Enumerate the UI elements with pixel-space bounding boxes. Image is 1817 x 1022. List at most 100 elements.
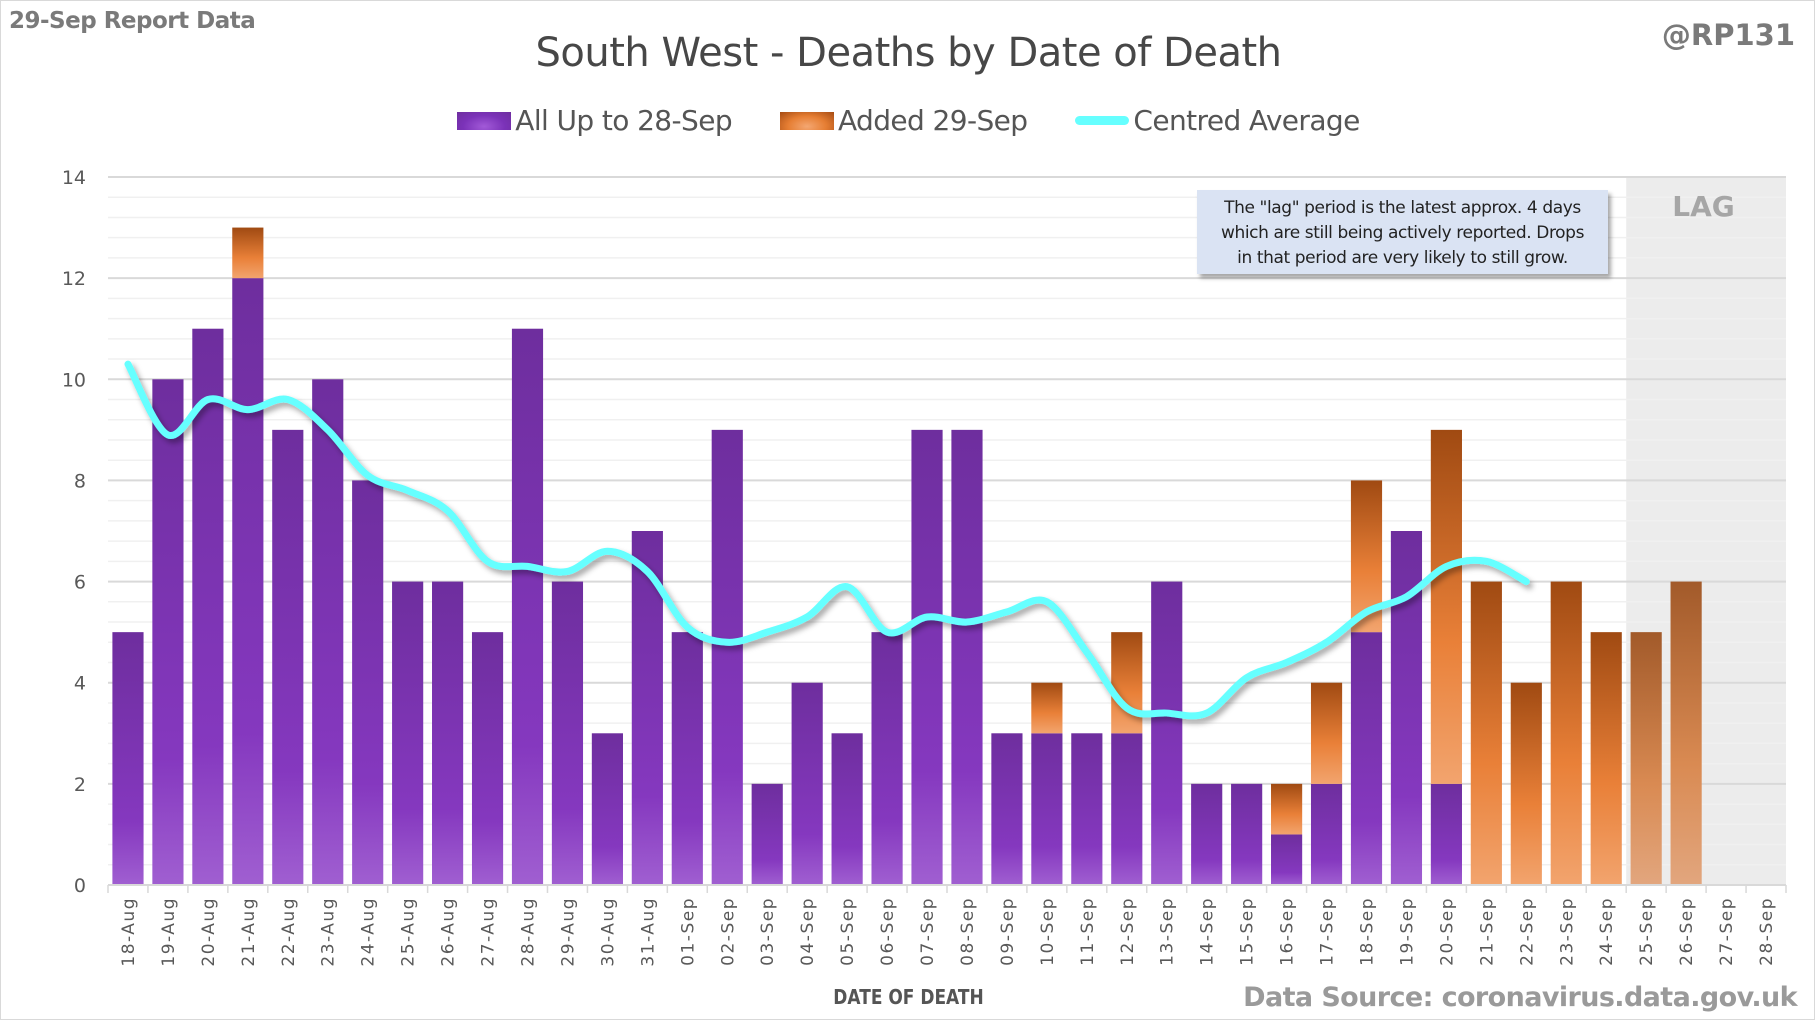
bar-base-18-Aug xyxy=(112,632,144,885)
lag-note-box: The "lag" period is the latest approx. 4… xyxy=(1197,190,1608,274)
bar-base-17-Sep xyxy=(1310,783,1343,885)
lag-note-line-1: The "lag" period is the latest approx. 4… xyxy=(1224,198,1581,218)
x-tick-label: 13-Sep xyxy=(1158,897,1178,966)
bar-base-27-Aug xyxy=(471,632,504,885)
x-tick-label: 20-Sep xyxy=(1437,897,1457,966)
x-tick-label: 22-Aug xyxy=(279,897,299,967)
x-axis-title: DATE OF DEATH xyxy=(833,985,984,1009)
bar-base-01-Sep xyxy=(671,632,703,885)
bar-added-24-Sep xyxy=(1590,632,1622,885)
bar-base-19-Sep xyxy=(1390,531,1423,885)
bar-base-26-Aug xyxy=(432,581,464,885)
x-tick-label: 27-Aug xyxy=(479,897,499,967)
x-tick-label: 24-Sep xyxy=(1597,897,1617,966)
bar-added-25-Sep xyxy=(1630,632,1662,885)
legend-label-average: Centred Average xyxy=(1133,104,1360,137)
report-date-label: 29-Sep Report Data xyxy=(9,8,256,34)
x-tick-label: 27-Sep xyxy=(1717,897,1737,966)
cyan-line-swatch-icon xyxy=(1075,116,1130,125)
x-tick-label: 22-Sep xyxy=(1517,897,1537,966)
legend: All Up to 28-Sep Added 29-Sep Centred Av… xyxy=(0,104,1817,137)
x-tick-label: 14-Sep xyxy=(1198,897,1218,966)
chart-title: South West - Deaths by Date of Death xyxy=(535,30,1282,76)
x-tick-label: 09-Sep xyxy=(998,897,1018,966)
x-tick-label: 29-Aug xyxy=(558,897,578,967)
x-tick-label: 18-Sep xyxy=(1358,897,1378,966)
bar-base-19-Aug xyxy=(152,379,184,885)
x-tick-label: 07-Sep xyxy=(918,897,938,966)
bar-added-20-Sep xyxy=(1430,429,1462,784)
x-tick-label: 26-Sep xyxy=(1677,897,1697,966)
lag-note-line-2: which are still being actively reported.… xyxy=(1220,223,1585,243)
bar-added-10-Sep xyxy=(1031,682,1063,734)
x-tick-label: 15-Sep xyxy=(1238,897,1258,966)
x-tick-label: 01-Sep xyxy=(678,897,698,966)
bar-added-23-Sep xyxy=(1550,581,1582,885)
bar-base-29-Aug xyxy=(551,581,584,885)
x-tick-label: 10-Sep xyxy=(1038,897,1058,966)
y-tick-label: 14 xyxy=(62,167,86,189)
x-tick-label: 21-Sep xyxy=(1477,897,1497,966)
x-tick-label: 26-Aug xyxy=(439,897,459,967)
bar-added-12-Sep xyxy=(1111,632,1143,734)
orange-bar-swatch-icon xyxy=(780,111,834,130)
bar-base-20-Sep xyxy=(1430,783,1462,885)
x-tick-label: 30-Aug xyxy=(598,897,618,967)
lag-note-line-3: in that period are very likely to still … xyxy=(1237,248,1568,268)
x-tick-label: 08-Sep xyxy=(958,897,978,966)
y-tick-label: 2 xyxy=(74,774,86,796)
bar-added-17-Sep xyxy=(1310,682,1343,784)
x-tick-label: 04-Sep xyxy=(798,897,818,966)
x-tick-label: 28-Aug xyxy=(519,897,539,967)
x-tick-label: 16-Sep xyxy=(1278,897,1298,966)
bar-base-23-Aug xyxy=(312,379,344,885)
lag-label: LAG xyxy=(1672,190,1735,223)
x-tick-label: 11-Sep xyxy=(1078,897,1098,966)
x-tick-label: 31-Aug xyxy=(638,897,658,967)
y-tick-label: 4 xyxy=(74,673,86,695)
bar-base-16-Sep xyxy=(1271,834,1303,885)
bar-added-21-Aug xyxy=(232,227,264,279)
author-handle: @RP131 xyxy=(1661,18,1795,52)
bar-base-22-Aug xyxy=(272,429,304,885)
x-tick-label: 21-Aug xyxy=(239,897,259,967)
x-tick-label: 19-Sep xyxy=(1397,897,1417,966)
bar-base-08-Sep xyxy=(951,429,983,885)
legend-item-average: Centred Average xyxy=(1075,104,1360,137)
x-tick-label: 23-Aug xyxy=(319,897,339,967)
legend-item-base: All Up to 28-Sep xyxy=(457,104,733,137)
bar-base-24-Aug xyxy=(352,480,384,885)
legend-label-base: All Up to 28-Sep xyxy=(515,104,732,137)
bar-base-10-Sep xyxy=(1031,733,1063,885)
y-tick-label: 6 xyxy=(74,572,86,594)
bar-base-05-Sep xyxy=(831,733,863,885)
bar-base-14-Sep xyxy=(1191,783,1223,885)
bar-base-13-Sep xyxy=(1151,581,1183,885)
x-tick-label: 03-Sep xyxy=(758,897,778,966)
bar-base-21-Aug xyxy=(232,278,264,886)
x-tick-label: 28-Sep xyxy=(1757,897,1777,966)
bar-base-07-Sep xyxy=(911,429,943,885)
bar-base-18-Sep xyxy=(1350,632,1383,885)
y-tick-label: 12 xyxy=(62,268,86,290)
bar-base-06-Sep xyxy=(871,632,903,885)
x-tick-label: 18-Aug xyxy=(119,897,139,967)
x-tick-label: 17-Sep xyxy=(1318,897,1338,966)
x-tick-label: 25-Aug xyxy=(399,897,419,967)
bar-base-03-Sep xyxy=(751,783,783,885)
bar-base-11-Sep xyxy=(1071,733,1103,885)
data-source: Data Source: coronavirus.data.gov.uk xyxy=(1243,982,1797,1013)
bar-base-04-Sep xyxy=(791,682,823,885)
x-tick-label: 02-Sep xyxy=(718,897,738,966)
x-tick-label: 20-Aug xyxy=(199,897,219,967)
y-tick-label: 10 xyxy=(62,369,86,391)
x-tick-label: 23-Sep xyxy=(1557,897,1577,966)
bar-base-12-Sep xyxy=(1111,733,1143,885)
bar-added-21-Sep xyxy=(1470,581,1502,885)
x-tick-label: 19-Aug xyxy=(159,897,179,967)
bar-added-16-Sep xyxy=(1271,783,1303,835)
legend-label-added: Added 29-Sep xyxy=(838,104,1028,137)
y-tick-label: 8 xyxy=(74,470,86,492)
